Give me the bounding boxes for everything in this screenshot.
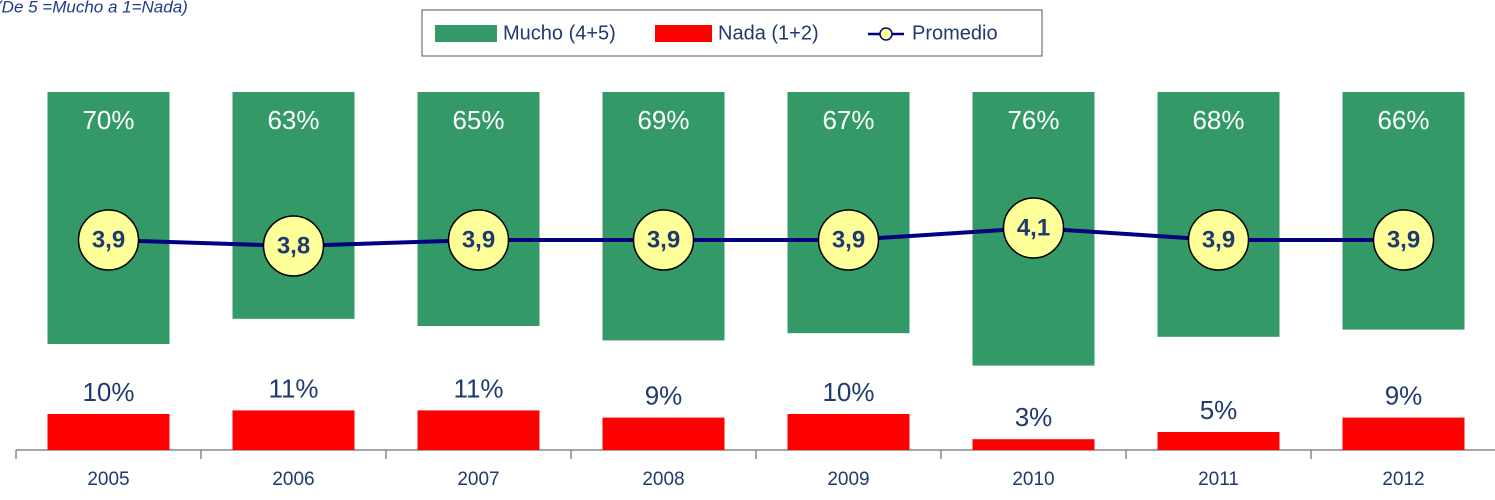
data-label: 9%: [1385, 380, 1423, 410]
marker: [817, 209, 880, 271]
legend: Mucho (4+5) Nada (1+2) Promedio: [421, 9, 1043, 57]
data-label: 10%: [82, 377, 134, 407]
data-label: 3%: [1015, 402, 1053, 432]
data-label: 65%: [452, 105, 504, 135]
data-label: 3,9: [462, 226, 495, 253]
data-label: 63%: [267, 105, 319, 135]
bar: [417, 410, 540, 450]
legend-swatch: [655, 25, 712, 42]
x-tick-label: 2007: [457, 469, 499, 490]
bar: [602, 417, 725, 450]
data-label: 5%: [1200, 395, 1238, 425]
bar: [1157, 432, 1280, 450]
data-label: 3,9: [832, 226, 865, 253]
marker: [447, 209, 510, 271]
data-label: 70%: [82, 105, 134, 135]
legend-marker: [879, 27, 893, 41]
x-tick-label: 2009: [827, 469, 869, 490]
x-tick-label: 2006: [272, 469, 314, 490]
marker: [77, 209, 140, 271]
legend-label: Nada (1+2): [718, 22, 819, 44]
legend-label: Mucho (4+5): [503, 22, 616, 44]
line: [108, 225, 1404, 249]
data-label: 69%: [637, 105, 689, 135]
subtitle: (De 5 =Mucho a 1=Nada): [0, 0, 188, 16]
legend-label: Promedio: [912, 22, 998, 44]
bar: [232, 92, 355, 319]
marker: [1002, 197, 1065, 259]
data-label: 3,9: [1387, 226, 1420, 253]
x-tick-label: 2012: [1382, 469, 1424, 490]
legend-box: [421, 9, 1043, 57]
data-label: 9%: [645, 380, 683, 410]
data-label: 67%: [822, 105, 874, 135]
marker: [1187, 209, 1250, 271]
data-label: 3,9: [1202, 226, 1235, 253]
data-label: 3,8: [277, 232, 310, 259]
data-label: 4,1: [1017, 214, 1050, 241]
data-label: 10%: [822, 377, 874, 407]
data-label: 11%: [268, 373, 318, 403]
bar: [972, 439, 1095, 450]
bar: [232, 410, 355, 450]
x-tick-label: 2005: [87, 469, 129, 490]
x-tick-label: 2011: [1198, 469, 1239, 490]
bar: [1342, 417, 1465, 450]
marker: [262, 215, 325, 277]
marker: [1372, 209, 1435, 271]
data-label: 66%: [1377, 105, 1429, 135]
data-label: 3,9: [92, 226, 125, 253]
data-label: 76%: [1007, 105, 1059, 135]
data-label: 11%: [453, 373, 503, 403]
marker: [632, 209, 695, 271]
x-tick-label: 2008: [642, 469, 684, 490]
data-label: 68%: [1192, 105, 1244, 135]
x-tick-label: 2010: [1012, 469, 1054, 490]
bar: [417, 92, 540, 326]
bar: [787, 414, 910, 450]
data-label: 3,9: [647, 226, 680, 253]
bar: [47, 414, 170, 450]
legend-swatch: [435, 25, 497, 42]
